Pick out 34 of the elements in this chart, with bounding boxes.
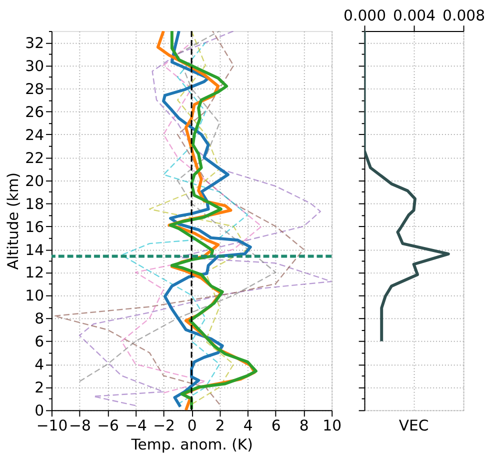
y-axis-title: Altitude (km) (5, 172, 22, 270)
x-tick-label: −10 (36, 417, 68, 434)
y-tick-label: 24 (25, 126, 44, 144)
y-tick-label: 30 (25, 58, 44, 75)
y-tick-label: 10 (25, 288, 44, 305)
x-tick-label: 0.004 (393, 8, 436, 25)
y-tick-label: 12 (25, 264, 44, 282)
x-tick-label: 6 (271, 417, 281, 434)
y-tick-label: 16 (25, 218, 44, 236)
x-tick-label: −4 (125, 417, 147, 434)
x-axis-title: VEC (398, 417, 429, 434)
y-tick-label: 2 (34, 380, 44, 397)
y-tick-label: 6 (34, 334, 44, 351)
x-tick-label: 0.000 (344, 8, 386, 25)
x-tick-label: 0 (187, 417, 197, 434)
y-tick-label: 18 (25, 196, 44, 213)
x-tick-label: 2 (215, 417, 225, 434)
x-tick-label: 0.008 (442, 8, 485, 25)
x-tick-label: 8 (299, 417, 309, 434)
x-tick-label: 4 (243, 417, 253, 434)
y-tick-label: 28 (25, 80, 44, 98)
x-tick-label: 10 (322, 417, 342, 434)
y-tick-label: 26 (25, 104, 44, 121)
y-tick-label: 22 (25, 150, 44, 167)
y-tick-label: 0 (34, 402, 44, 420)
y-tick-label: 32 (25, 34, 44, 52)
y-tick-label: 4 (34, 356, 44, 374)
y-tick-label: 8 (34, 310, 44, 328)
y-tick-label: 20 (25, 172, 44, 190)
y-tick-label: 14 (25, 242, 44, 259)
x-tick-label: −2 (153, 417, 175, 434)
x-axis-title: Temp. anom. (K) (130, 436, 253, 454)
x-tick-label: −6 (97, 417, 119, 434)
x-tick-label: −8 (69, 417, 91, 434)
